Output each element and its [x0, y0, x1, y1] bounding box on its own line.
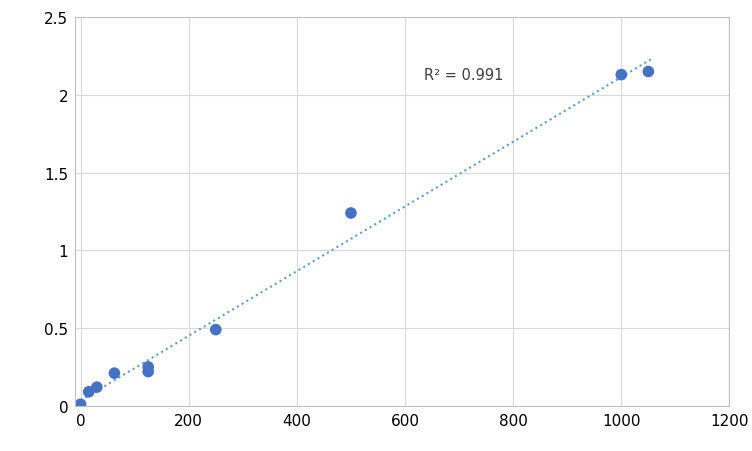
- Point: [108, 370, 120, 377]
- Text: R² = 0.991: R² = 0.991: [424, 68, 503, 83]
- Point: [642, 69, 654, 76]
- Point: [345, 210, 357, 217]
- Point: [615, 72, 627, 79]
- Point: [142, 364, 154, 371]
- Point: [83, 388, 95, 396]
- Point: [74, 401, 86, 408]
- Point: [210, 326, 222, 333]
- Point: [142, 368, 154, 375]
- Point: [91, 384, 103, 391]
